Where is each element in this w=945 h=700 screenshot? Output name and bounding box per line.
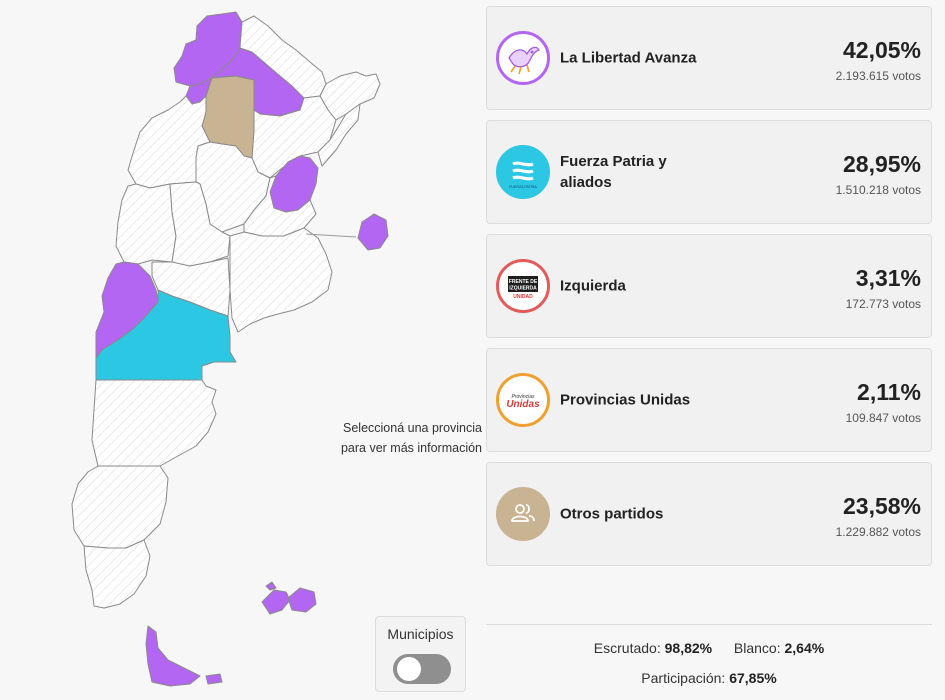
result-card-la-libertad-avanza[interactable]: La Libertad Avanza 42,05% 2.193.615 voto… <box>486 6 932 110</box>
participacion-label: Participación: <box>641 670 726 686</box>
summary-row-2: Participación: 67,85% <box>486 670 932 686</box>
escrutado-label: Escrutado: <box>593 640 661 656</box>
logo-text: Provincias <box>511 394 535 400</box>
vote-count: 2.193.615 votos <box>835 69 921 83</box>
municipios-toggle[interactable] <box>393 654 451 684</box>
vote-percentage: 2,11% <box>857 379 921 405</box>
party-name: Provincias Unidas <box>560 391 691 409</box>
summary-row-1: Escrutado: 98,82% Blanco: 2,64% <box>486 640 932 656</box>
blanco-value: 2,64% <box>784 640 825 656</box>
participacion-value: 67,85% <box>729 670 777 686</box>
result-card-otros-partidos[interactable]: Otros partidos 23,58% 1.229.882 votos <box>486 462 932 566</box>
party-name: Otros partidos <box>560 505 664 523</box>
provincias-unidas-logo-icon: Provincias Unidas <box>496 373 550 427</box>
toggle-knob <box>397 657 421 681</box>
vote-percentage: 3,31% <box>855 265 921 291</box>
islas-malvinas[interactable] <box>261 587 317 615</box>
islet <box>265 581 277 591</box>
province-la-pampa[interactable] <box>95 289 237 381</box>
hint-line-1: Seleccioná una provincia <box>343 421 482 435</box>
province-cordoba[interactable] <box>169 181 231 267</box>
users-icon <box>496 487 550 541</box>
hint-line-2: para ver más información <box>340 441 482 455</box>
caba-leader-line <box>305 233 357 238</box>
vote-percentage: 23,58% <box>842 493 921 519</box>
logo-text: FRENTE DE <box>509 279 538 285</box>
logo-text: Unidas <box>506 399 540 410</box>
vote-count: 1.229.882 votos <box>835 525 921 539</box>
municipios-label: Municipios <box>387 626 454 642</box>
province-rio-negro[interactable] <box>91 379 217 467</box>
result-card-provincias-unidas[interactable]: Provincias Unidas Provincias Unidas 2,11… <box>486 348 932 452</box>
party-name: Fuerza Patria y aliados <box>560 153 667 191</box>
province-tierra-del-fuego[interactable] <box>145 625 201 687</box>
frente-izquierda-logo-icon: FRENTE DE IZQUIERDA UNIDAD <box>496 259 550 313</box>
municipios-control: Municipios <box>375 616 466 692</box>
vote-count: 172.773 votos <box>845 297 921 311</box>
logo-text: UNIDAD <box>513 294 533 300</box>
party-name: La Libertad Avanza <box>560 49 697 67</box>
islet <box>205 673 223 685</box>
escrutado-value: 98,82% <box>664 640 713 656</box>
province-caba[interactable] <box>357 213 389 251</box>
vote-percentage: 42,05% <box>842 37 921 63</box>
vote-count: 1.510.218 votos <box>835 183 921 197</box>
province-chubut[interactable] <box>71 465 169 549</box>
result-card-izquierda[interactable]: FRENTE DE IZQUIERDA UNIDAD Izquierda 3,3… <box>486 234 932 338</box>
results-list: La Libertad Avanza 42,05% 2.193.615 voto… <box>486 6 932 576</box>
province-la-rioja[interactable] <box>115 183 177 265</box>
result-card-fuerza-patria[interactable]: FUERZA PATRIA Fuerza Patria y aliados 28… <box>486 120 932 224</box>
province-santa-fe[interactable] <box>243 175 317 237</box>
province-corrientes[interactable] <box>317 103 361 167</box>
vote-count: 109.847 votos <box>845 411 921 425</box>
vote-percentage: 28,95% <box>842 151 921 177</box>
election-summary: Escrutado: 98,82% Blanco: 2,64% Particip… <box>486 624 932 686</box>
logo-text: IZQUIERDA <box>509 286 537 292</box>
province-buenos-aires[interactable] <box>229 227 333 333</box>
party-name: Izquierda <box>560 277 626 295</box>
dove-logo-icon <box>496 31 550 85</box>
map-hint: Seleccioná una provincia para ver más in… <box>300 418 482 458</box>
fuerza-patria-logo-icon: FUERZA PATRIA <box>496 145 550 199</box>
blanco-label: Blanco: <box>733 640 781 656</box>
argentina-province-map <box>71 11 389 687</box>
logo-text: FUERZA PATRIA <box>509 185 537 189</box>
province-santa-cruz[interactable] <box>83 539 151 609</box>
